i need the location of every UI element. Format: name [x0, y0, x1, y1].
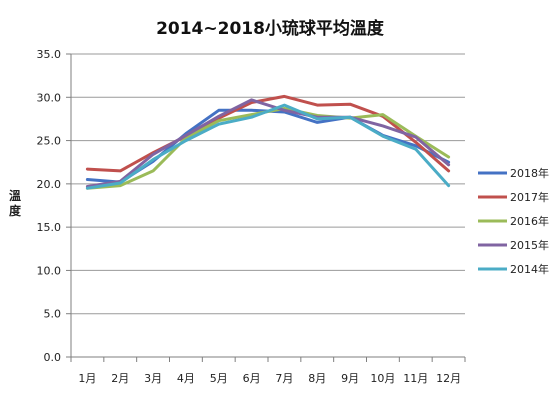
- series-line: [85, 107, 451, 190]
- series-2015年: [85, 98, 451, 188]
- x-tick-label: 10月: [370, 372, 395, 385]
- x-tick-label: 4月: [177, 372, 195, 385]
- x-tick-label: 7月: [275, 372, 293, 385]
- x-tick-label: 2月: [111, 372, 129, 385]
- y-tick-label: 15.0: [37, 221, 62, 234]
- y-axis-label-char: 度: [9, 203, 22, 218]
- legend-item: 2015年: [478, 238, 549, 252]
- y-tick-labels: 0.0 5.0 10.0 15.0 20.0 25.0 30.0 35.0: [37, 48, 62, 364]
- legend-item: 2018年: [478, 166, 549, 180]
- y-tick-label: 35.0: [37, 48, 62, 61]
- x-tick-label: 3月: [144, 372, 162, 385]
- y-tick-label: 30.0: [37, 91, 62, 104]
- gridlines: [71, 53, 465, 315]
- y-tick-label: 10.0: [37, 264, 62, 277]
- x-tick-label: 6月: [243, 372, 261, 385]
- legend-label: 2015年: [510, 238, 549, 252]
- x-tick-label: 1月: [78, 372, 96, 385]
- legend-label: 2014年: [510, 262, 549, 276]
- y-tick-label: 25.0: [37, 135, 62, 148]
- y-axis-label-char: 溫: [9, 189, 21, 203]
- legend-label: 2017年: [510, 190, 549, 204]
- legend-item: 2017年: [478, 190, 549, 204]
- legend-label: 2016年: [510, 214, 549, 228]
- series-line: [85, 94, 451, 173]
- legend-item: 2016年: [478, 214, 549, 228]
- series-2014年: [85, 103, 451, 190]
- y-tick-label: 0.0: [44, 351, 62, 364]
- x-tick-label: 8月: [308, 372, 326, 385]
- x-tick-labels: 1月 2月 3月 4月 5月 6月 7月 8月 9月 10月 11月 12月: [78, 372, 461, 385]
- y-tick-label: 5.0: [44, 308, 62, 321]
- axes: [66, 53, 466, 362]
- legend-item: 2014年: [478, 262, 549, 276]
- legend: 2018年 2017年 2016年 2015年 2014年: [478, 166, 549, 276]
- x-tick-label: 11月: [403, 372, 428, 385]
- series-lines: [85, 94, 451, 190]
- series-2016年: [85, 107, 451, 190]
- series-line: [85, 98, 451, 188]
- x-tick-label: 12月: [436, 372, 461, 385]
- x-tick-label: 5月: [210, 372, 228, 385]
- series-line: [85, 103, 451, 190]
- y-tick-label: 20.0: [37, 178, 62, 191]
- series-2017年: [85, 94, 451, 173]
- x-tick-label: 9月: [341, 372, 359, 385]
- chart-title: 2014~2018小琉球平均溫度: [156, 18, 385, 39]
- legend-label: 2018年: [510, 166, 549, 180]
- y-axis-label: 溫度: [9, 189, 22, 218]
